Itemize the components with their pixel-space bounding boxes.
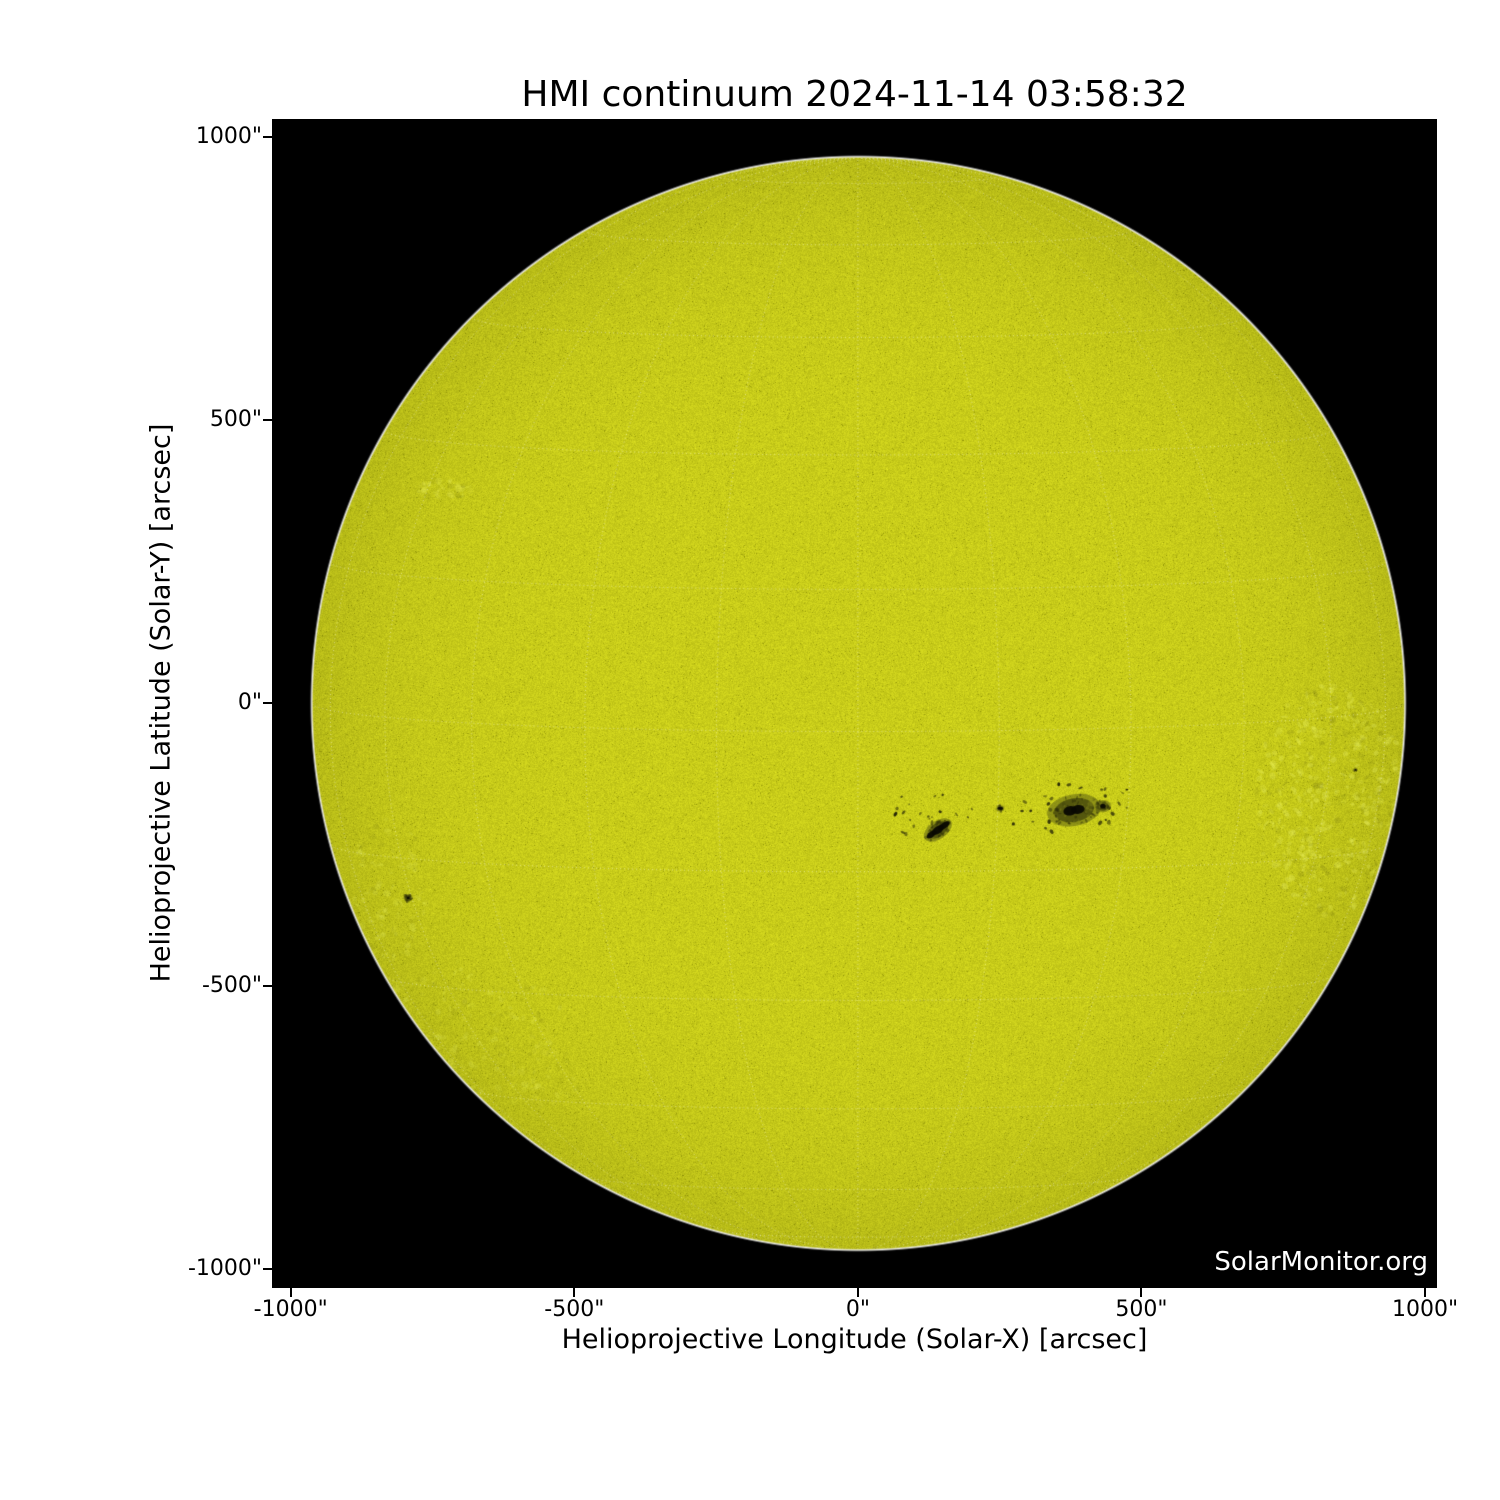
y-tick-mark bbox=[263, 1268, 272, 1271]
x-tick-mark bbox=[573, 1288, 576, 1297]
x-tick-label: -1000" bbox=[253, 1297, 328, 1322]
x-tick-mark bbox=[289, 1288, 292, 1297]
y-tick-label: 500" bbox=[209, 406, 262, 432]
watermark-text: SolarMonitor.org bbox=[1214, 1247, 1428, 1277]
x-tick-label: 0" bbox=[845, 1297, 870, 1322]
x-tick-label: 500" bbox=[1115, 1297, 1168, 1322]
x-axis-label: Helioprojective Longitude (Solar-X) [arc… bbox=[561, 1324, 1148, 1355]
x-tick-label: -500" bbox=[544, 1297, 605, 1322]
y-tick-label: 0" bbox=[237, 689, 262, 715]
solar-disk-canvas bbox=[272, 119, 1437, 1288]
chart-title: HMI continuum 2024-11-14 03:58:32 bbox=[521, 74, 1188, 115]
y-tick-mark bbox=[263, 135, 272, 138]
x-tick-mark bbox=[856, 1288, 859, 1297]
y-tick-mark bbox=[263, 985, 272, 988]
x-tick-mark bbox=[1140, 1288, 1143, 1297]
y-tick-label: 1000" bbox=[195, 123, 262, 149]
y-tick-mark bbox=[263, 701, 272, 704]
x-tick-mark bbox=[1424, 1288, 1427, 1297]
plot-area: SolarMonitor.org bbox=[272, 119, 1437, 1288]
y-tick-label: -500" bbox=[201, 973, 262, 999]
y-tick-mark bbox=[263, 418, 272, 421]
x-tick-label: 1000" bbox=[1392, 1297, 1459, 1322]
y-tick-label: -1000" bbox=[187, 1256, 262, 1282]
